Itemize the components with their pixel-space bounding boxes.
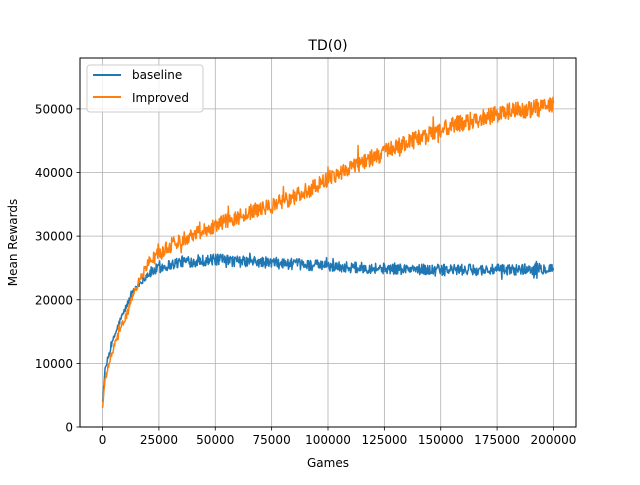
x-tick-label: 25000 [140, 433, 178, 447]
x-axis: 0 25000 50000 75000 100000 125000 150000 175000… [99, 427, 577, 447]
legend-box [86, 64, 204, 113]
y-tick-label: 20000 [35, 293, 73, 307]
series-line-improved [101, 96, 555, 408]
y-tick-label: 0 [65, 421, 73, 435]
x-tick-label: 125000 [361, 433, 407, 447]
series-line-baseline [101, 252, 555, 402]
x-tick-label: 175000 [474, 433, 520, 447]
y-axis-label: Mean Rewards [6, 199, 20, 286]
y-axis: 0 10000 20000 30000 40000 50000 [35, 102, 80, 435]
y-tick-label: 40000 [35, 166, 73, 180]
x-tick-label: 150000 [418, 433, 464, 447]
legend: baseline Improved [86, 64, 204, 113]
x-tick-label: 100000 [305, 433, 351, 447]
y-tick-label: 50000 [35, 102, 73, 116]
x-tick-label: 200000 [531, 433, 577, 447]
x-tick-label: 0 [99, 433, 107, 447]
series-layer [101, 96, 555, 408]
x-axis-label: Games [307, 456, 349, 470]
y-tick-label: 10000 [35, 357, 73, 371]
y-tick-label: 30000 [35, 230, 73, 244]
chart-title: TD(0) [307, 38, 347, 54]
x-tick-label: 50000 [196, 433, 234, 447]
legend-label-baseline: baseline [132, 68, 182, 82]
x-tick-label: 75000 [253, 433, 291, 447]
legend-label-improved: Improved [132, 91, 189, 105]
